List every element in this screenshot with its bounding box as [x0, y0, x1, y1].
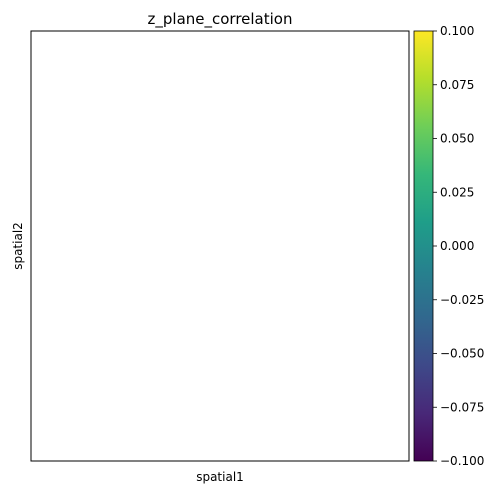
- colorbar-tick-label: 0.025: [440, 185, 474, 199]
- y-axis-label: spatial2: [11, 222, 25, 270]
- colorbar-tick-label: 0.075: [440, 78, 474, 92]
- plot-area: [30, 30, 410, 462]
- colorbar: [413, 30, 434, 462]
- colorbar-tick-label: −0.075: [440, 400, 484, 414]
- colorbar-tick-label: −0.100: [440, 454, 484, 468]
- colorbar-tick-label: 0.100: [440, 24, 474, 38]
- colorbar-tick-label: 0.050: [440, 132, 474, 146]
- chart-title: z_plane_correlation: [148, 10, 293, 29]
- colorbar-tick-label: −0.025: [440, 293, 484, 307]
- colorbar-tick-label: −0.050: [440, 347, 484, 361]
- colorbar-ticks: 0.100 0.075 0.050 0.025 0.000 −0.025 −0.050 −0.…: [433, 24, 484, 468]
- colorbar-tick-label: 0.000: [440, 239, 474, 253]
- x-axis-label: spatial1: [196, 470, 244, 484]
